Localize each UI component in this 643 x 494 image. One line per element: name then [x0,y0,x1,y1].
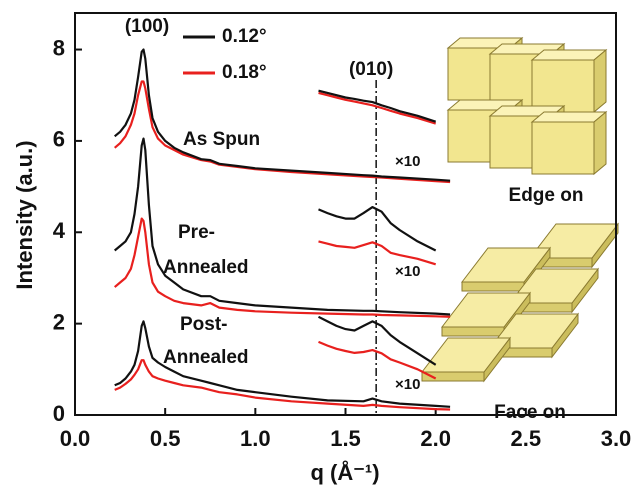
legend-label: 0.18° [222,62,267,83]
schematics [422,38,618,381]
plate [422,338,510,372]
scale-label: ×10 [395,376,420,393]
schematic-label: Face on [494,402,566,423]
y-axis-label: Intensity (a.u.) [12,140,37,289]
x-tick-label: 2.0 [420,426,451,451]
curve [319,241,436,264]
plate [532,122,594,174]
y-tick-label: 0 [53,401,65,426]
x-tick-label: 0.0 [60,426,91,451]
plate [594,50,606,112]
curve [319,342,436,379]
y-tick-label: 2 [53,309,65,334]
sample-label: Post- [180,314,228,335]
plate [442,327,504,336]
y-tick-label: 8 [53,35,65,60]
x-tick-label: 1.5 [330,426,361,451]
curve [319,317,436,365]
x-axis-label: q (Å⁻¹) [310,459,379,485]
chart: q (Å⁻¹) Intensity (a.u.) (100) Edge on F… [0,0,643,494]
peak-label: (100) [125,16,169,37]
plate [594,112,606,174]
x-tick-label: 2.5 [511,426,542,451]
plate [532,60,594,112]
x-tick-label: 0.5 [150,426,181,451]
plate [532,112,606,122]
sample-label: Pre- [178,222,215,243]
y-tick-label: 6 [53,127,65,152]
x-tick-label: 3.0 [601,426,632,451]
plate [462,282,524,291]
scale-label: ×10 [395,263,420,280]
sample-label: Annealed [163,257,249,278]
plate [532,50,606,60]
reference-label: (010) [349,59,393,80]
sample-label: As Spun [183,129,260,150]
curve [319,93,436,124]
sample-label: Annealed [163,347,249,368]
legend-label: 0.12° [222,26,267,47]
y-tick-label: 4 [53,218,66,243]
schematic-label: Edge on [509,185,584,206]
x-tick-label: 1.0 [240,426,271,451]
scale-label: ×10 [395,153,420,170]
